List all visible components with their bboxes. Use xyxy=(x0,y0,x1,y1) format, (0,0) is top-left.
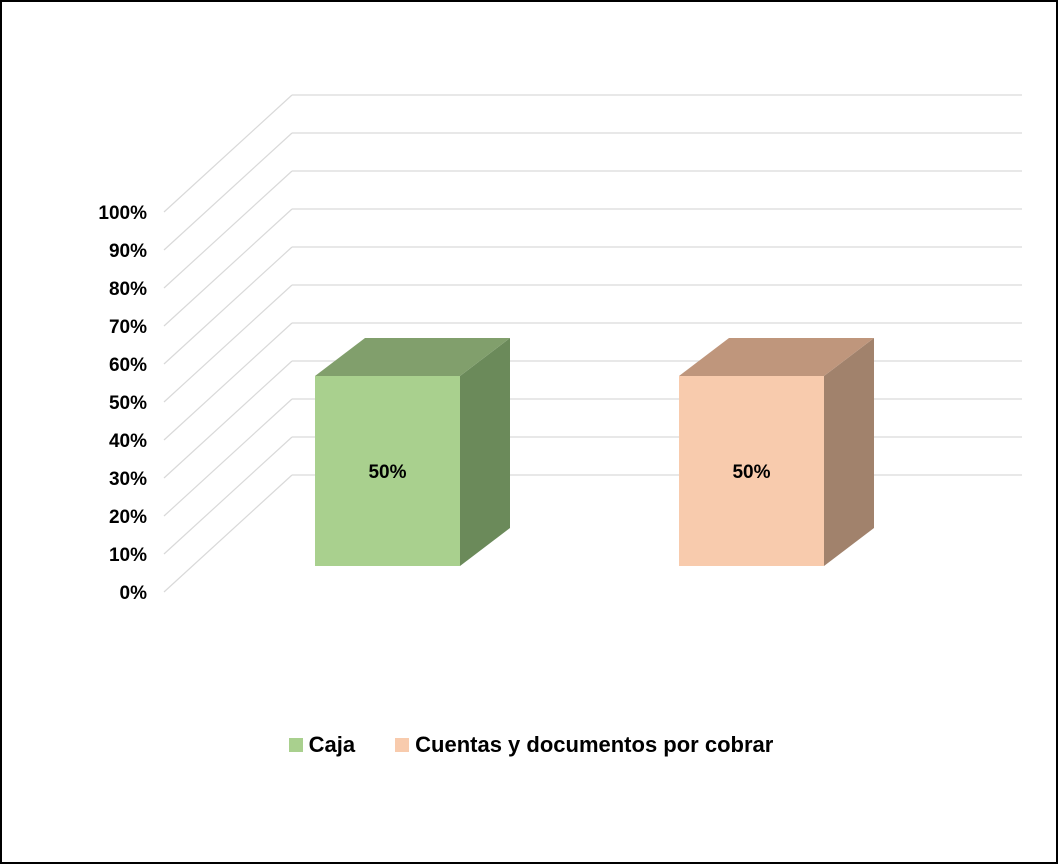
y-tick-label: 70% xyxy=(109,317,147,338)
legend-swatch-cuentas xyxy=(395,738,410,752)
bar-side-caja xyxy=(460,338,510,566)
bar-top-caja xyxy=(315,338,510,376)
legend-item-cuentas: Cuentas y documentos por cobrar xyxy=(395,732,773,758)
y-tick-label: 100% xyxy=(98,203,147,224)
bar-caja xyxy=(315,338,510,566)
y-tick-label: 40% xyxy=(109,431,147,452)
gridline-wall xyxy=(163,132,293,251)
y-tick-label: 0% xyxy=(120,583,148,604)
y-tick-label: 90% xyxy=(109,241,147,262)
legend: Caja Cuentas y documentos por cobrar xyxy=(2,732,1058,758)
bar-top-cuentas xyxy=(679,338,874,376)
y-axis-tick-labels: 0% 10% 20% 30% 40% 50% 60% 70% 80% 90% 100% xyxy=(98,203,147,604)
bar-front-caja xyxy=(315,376,460,566)
gridline-wall xyxy=(163,436,293,555)
y-tick-label: 80% xyxy=(109,279,147,300)
gridline-wall xyxy=(163,208,293,327)
gridline-wall xyxy=(163,284,293,403)
bar-side-cuentas xyxy=(824,338,874,566)
gridline-wall xyxy=(163,360,293,479)
gridlines xyxy=(163,94,1022,593)
legend-item-caja: Caja xyxy=(288,732,356,758)
gridline-wall xyxy=(163,170,293,289)
bar-front-cuentas xyxy=(679,376,824,566)
y-tick-label: 60% xyxy=(109,355,147,376)
bar-cuentas xyxy=(679,338,874,566)
legend-swatch-caja xyxy=(288,738,303,752)
data-label-caja: 50% xyxy=(368,462,406,483)
gridline-wall xyxy=(163,246,293,365)
bars xyxy=(315,338,874,566)
y-tick-label: 30% xyxy=(109,469,147,490)
gridline-wall xyxy=(163,398,293,517)
gridline-wall xyxy=(163,322,293,441)
y-tick-label: 10% xyxy=(109,545,147,566)
data-labels: 50% 50% xyxy=(368,462,770,483)
gridline-wall xyxy=(163,94,293,213)
gridline-wall xyxy=(163,474,293,593)
y-tick-label: 50% xyxy=(109,393,147,414)
y-tick-label: 20% xyxy=(109,507,147,528)
legend-label-caja: Caja xyxy=(308,732,356,757)
legend-label-cuentas: Cuentas y documentos por cobrar xyxy=(415,732,774,757)
data-label-cuentas: 50% xyxy=(732,462,770,483)
